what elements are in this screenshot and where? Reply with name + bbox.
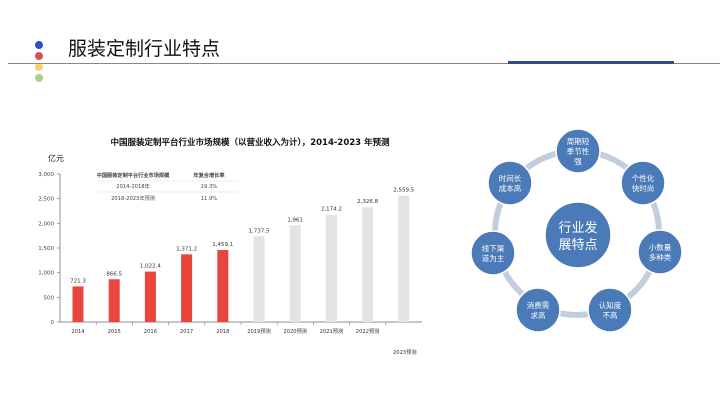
bar-2022预测 — [362, 207, 374, 322]
feature-node-circle — [515, 287, 561, 333]
feature-node-label: 消费需 — [527, 300, 550, 310]
chart-title: 中国服装定制平台行业市场规模（以营业收入为计），2014-2023 年预测 — [110, 137, 390, 148]
x-tick-label: 2022预测 — [356, 327, 380, 335]
page-title: 服装定制行业特点 — [68, 38, 221, 60]
feature-node-label: 道为主 — [482, 253, 505, 263]
inset-row-2-rate: 11.9% — [201, 196, 218, 202]
bar-2017 — [181, 254, 193, 322]
bar-value-label: 721.3 — [70, 278, 86, 284]
bar-2014 — [72, 286, 84, 322]
x-tick-label: 2021预测 — [320, 327, 344, 335]
feature-node-label: 不高 — [603, 310, 618, 320]
feature-node-label: 小数量 — [649, 242, 672, 252]
feature-node-label: 个性化 — [632, 173, 655, 183]
feature-node-circle — [587, 287, 633, 333]
feature-node-circle — [555, 128, 601, 174]
feature-node-circle — [637, 229, 683, 275]
y-tick-label: 2,500 — [38, 197, 54, 203]
y-tick-label: 2,000 — [38, 221, 54, 227]
y-tick-label: 500 — [44, 295, 55, 301]
bar-value-label: 2,326.8 — [357, 199, 378, 205]
bar-value-label: 1,961 — [287, 217, 303, 223]
bullet-dot-yellow — [35, 63, 43, 71]
feature-node-label: 周期短 — [567, 136, 590, 146]
feature-node-label: 强 — [574, 157, 582, 166]
x-tick-label: 2015 — [108, 329, 121, 335]
feature-node-label: 求高 — [531, 310, 546, 320]
inset-row-2-period: 2018-2023年预测 — [111, 194, 155, 202]
y-tick-label: 3,000 — [38, 172, 54, 178]
feature-node-label: 多种类 — [649, 252, 672, 262]
bar-2023预测 — [398, 195, 410, 322]
inset-table: 中国服装定制平台行业市场规模 年复合增长率 2014-2018年 19.3% 2… — [97, 171, 238, 202]
inset-row-1-rate: 19.3% — [201, 184, 218, 190]
bar-value-label: 1,737.5 — [249, 228, 270, 234]
bar-value-label: 1,371.2 — [176, 246, 197, 252]
x-tick-label: 2023预测 — [393, 348, 417, 356]
feature-node-label: 成本高 — [499, 183, 522, 193]
header-accent-bar — [508, 61, 674, 64]
y-axis-label: 亿元 — [48, 153, 64, 163]
bar-2016 — [144, 271, 156, 322]
feature-node-label: 线下渠 — [482, 243, 505, 253]
bar-value-label: 2,174.2 — [321, 207, 342, 213]
x-tick-label: 2017 — [180, 329, 193, 335]
feature-node-circle — [487, 160, 533, 206]
feature-node-label: 时间长 — [499, 173, 522, 183]
feature-node-circle — [470, 230, 516, 276]
bullet-dot-red — [35, 52, 43, 60]
x-tick-label: 2018 — [216, 329, 229, 335]
bar-2020预测 — [289, 225, 301, 322]
inset-row-1-period: 2014-2018年 — [116, 182, 149, 190]
bar-value-label: 1,459.1 — [212, 242, 233, 248]
bar-2019预测 — [253, 236, 265, 322]
bar-value-label: 1,022.4 — [140, 264, 161, 270]
bar-2021预测 — [325, 214, 337, 322]
x-tick-label: 2014 — [71, 329, 85, 335]
center-circle — [544, 201, 612, 269]
inset-header-2: 年复合增长率 — [193, 171, 225, 179]
center-label-line-2: 展特点 — [558, 238, 597, 253]
feature-node-label: 快时尚 — [632, 183, 655, 193]
bar-2015 — [108, 279, 120, 322]
y-tick-label: 1,500 — [38, 246, 54, 252]
x-tick-label: 2019预测 — [247, 327, 271, 335]
feature-node-circle — [620, 160, 666, 206]
center-label-line-1: 行业发 — [558, 220, 597, 236]
bullet-dot-green — [35, 74, 43, 82]
x-tick-label: 2016 — [144, 329, 157, 335]
inset-header-1: 中国服装定制平台行业市场规模 — [97, 171, 170, 179]
bar-value-label: 866.5 — [106, 271, 122, 277]
header-divider — [8, 63, 720, 64]
bullet-dot-blue — [35, 41, 43, 49]
y-tick-label: 0 — [51, 320, 55, 326]
feature-node-label: 季节性 — [567, 146, 590, 156]
x-tick-label: 2020预测 — [283, 327, 307, 335]
bar-2018 — [217, 250, 229, 322]
y-tick-label: 1,000 — [38, 271, 54, 277]
bar-value-label: 2,559.5 — [393, 188, 414, 194]
feature-node-label: 认知度 — [599, 300, 622, 310]
